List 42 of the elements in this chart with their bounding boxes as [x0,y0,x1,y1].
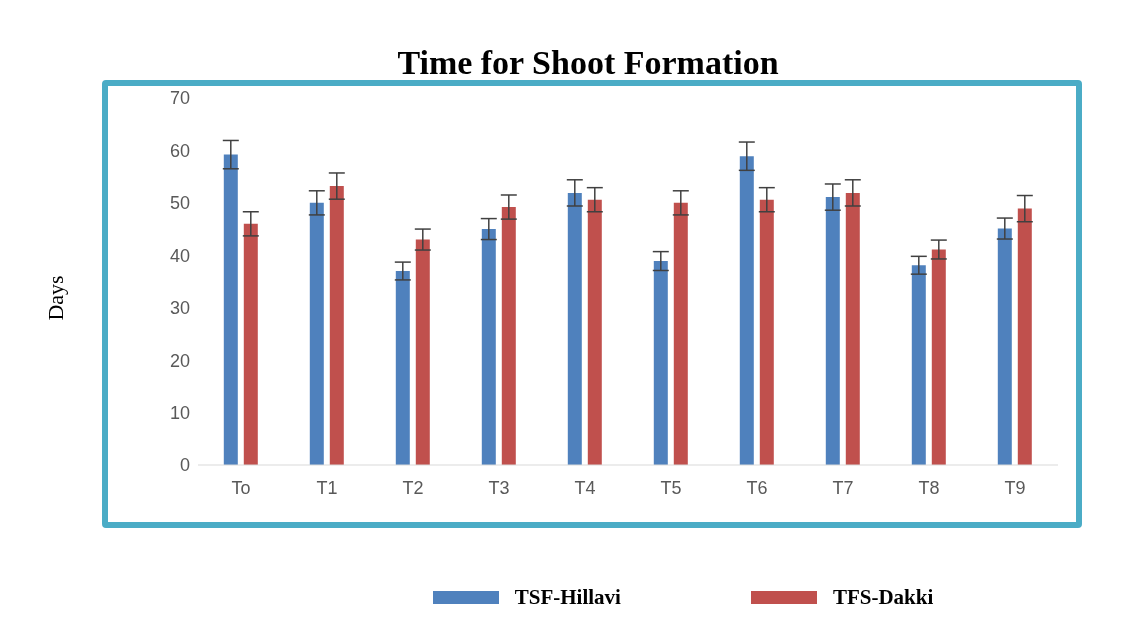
legend-label: TSF-Hillavi [514,585,621,610]
y-tick-label: 10 [169,402,190,423]
x-tick-label: T6 [746,477,768,498]
bar [329,186,344,465]
x-tick-label: T8 [918,477,940,498]
bar [481,229,496,465]
bar [739,156,754,465]
x-tick-label: T1 [316,477,338,498]
x-tick-label: T4 [574,477,596,498]
bar [1017,208,1032,465]
bar [501,207,516,465]
bar [395,271,410,465]
bar [673,202,688,465]
bar [567,192,582,465]
y-axis-title: Days [43,275,69,321]
bar [243,223,258,465]
bar [825,197,840,465]
bar [309,202,324,465]
x-tick-label: To [231,477,251,498]
bar [415,239,430,465]
bar [931,249,946,465]
bar [759,199,774,465]
bar [997,228,1012,465]
bar [911,265,926,465]
bar [587,199,602,465]
legend-label: TFS-Dakki [832,585,934,610]
x-tick-label: T7 [832,477,854,498]
y-tick-label: 30 [169,298,190,319]
x-tick-label: T5 [660,477,682,498]
bar [223,154,238,465]
y-tick-label: 40 [169,245,190,266]
y-tick-label: 60 [169,140,190,161]
x-tick-label: T2 [402,477,424,498]
y-tick-label: 50 [169,193,190,214]
chart-title: Time for Shoot Formation [396,44,780,82]
bar [845,192,860,465]
x-tick-label: T3 [488,477,510,498]
bar [653,261,668,465]
y-tick-label: 0 [179,455,190,476]
x-tick-label: T9 [1004,477,1026,498]
y-tick-label: 70 [169,88,190,109]
y-tick-label: 20 [169,350,190,371]
